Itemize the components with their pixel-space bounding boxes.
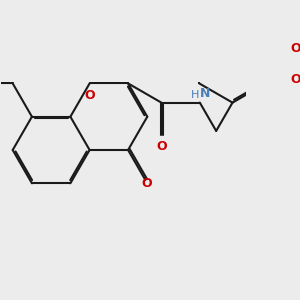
Text: N: N	[200, 87, 210, 100]
Text: O: O	[290, 42, 300, 55]
Text: O: O	[84, 89, 95, 102]
Text: O: O	[156, 140, 167, 153]
Text: O: O	[290, 73, 300, 86]
Text: O: O	[142, 177, 152, 190]
Text: H: H	[190, 90, 199, 100]
